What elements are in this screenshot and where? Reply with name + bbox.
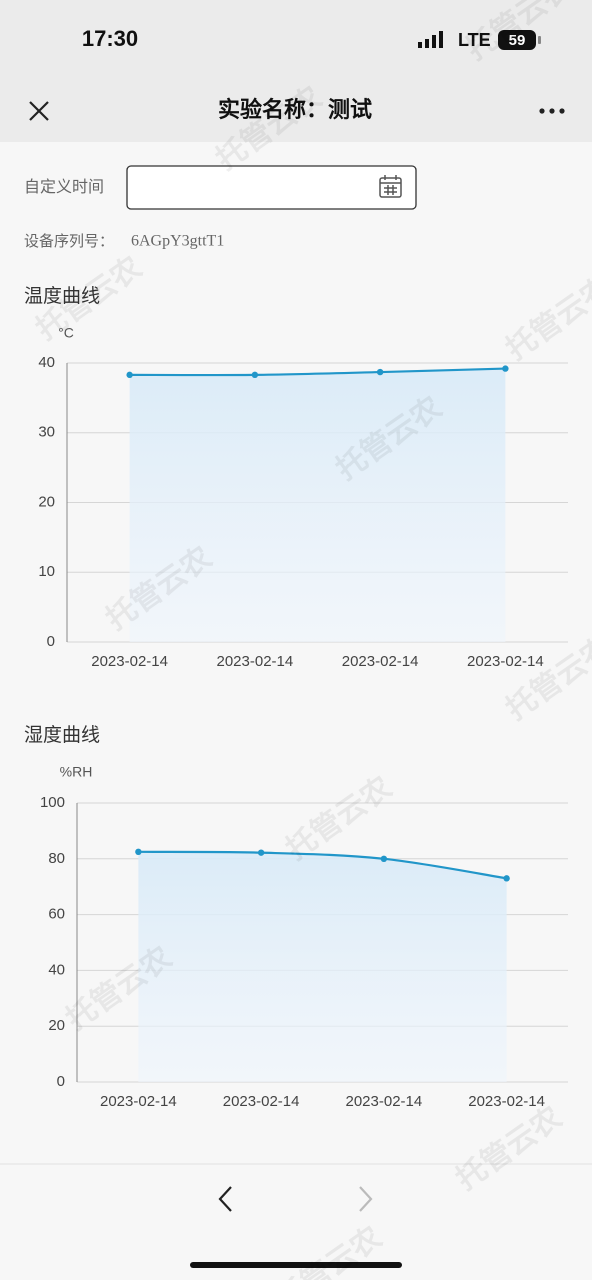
point [126,371,133,379]
point [251,371,259,379]
watermark: 托管云农 [270,1221,387,1280]
close-button[interactable] [29,101,49,121]
point [135,848,142,856]
page-title: 实验名称：测试 [218,97,372,122]
filter-label: 自定义时间 [24,178,104,196]
x-tick-label: 2023-02-14 [91,653,168,670]
watermark: 托管云农 [450,1101,567,1197]
y-tick-label: 30 [38,424,55,441]
line [129,367,506,377]
point [376,368,384,376]
watermark: 托管云农 [280,771,397,867]
y-tick-label: 80 [48,850,65,867]
device-serial: 6AGpY3gttT1 [131,233,224,250]
chart-title: 温度曲线 [24,285,100,307]
battery-level: 59 [509,32,526,49]
x-tick-label: 2023-02-14 [467,653,544,670]
y-tick-label: 0 [47,633,55,650]
date-input[interactable] [126,165,417,210]
battery-icon [498,30,536,50]
y-tick-label: 10 [38,563,55,580]
area [138,851,507,1082]
home-indicator [190,1262,402,1268]
watermark: 托管云农 [500,631,592,727]
watermark: 托管云农 [500,271,592,367]
battery-tip [538,36,541,44]
signal-icon [418,31,443,48]
point [257,849,265,856]
x-tick-label: 2023-02-14 [346,1093,423,1110]
x-tick-label: 2023-02-14 [223,1093,300,1110]
x-tick-label: 2023-02-14 [100,1093,177,1110]
y-tick-label: 60 [48,906,65,923]
y-axis-unit: %RH [60,764,93,780]
device-label: 设备序列号： [24,233,114,250]
point [502,365,509,372]
forward-button[interactable] [359,1186,373,1212]
status-time: 17:30 [82,26,138,51]
y-tick-label: 40 [48,961,65,978]
more-button[interactable] [539,108,565,114]
y-tick-label: 20 [38,493,55,510]
x-tick-label: 2023-02-14 [342,653,419,670]
network-type: LTE [458,30,491,50]
top-bar-bg [0,0,592,142]
point [380,855,388,862]
calendar-icon[interactable] [379,175,402,198]
y-axis-unit: °C [58,325,74,341]
chart-title: 湿度曲线 [24,724,100,746]
back-button[interactable] [218,1186,232,1212]
line [138,850,507,880]
y-tick-label: 100 [40,794,65,811]
area [129,368,506,642]
y-tick-label: 40 [38,354,55,371]
x-tick-label: 2023-02-14 [217,653,294,670]
y-tick-label: 0 [57,1073,65,1090]
y-tick-label: 20 [48,1017,65,1034]
x-tick-label: 2023-02-14 [468,1093,545,1110]
point [503,875,510,882]
